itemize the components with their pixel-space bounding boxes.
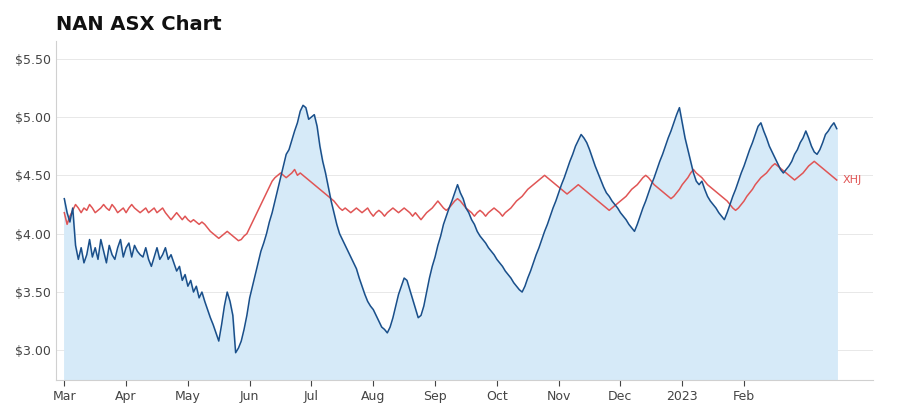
Text: NAN ASX Chart: NAN ASX Chart (56, 15, 221, 34)
Text: XHJ: XHJ (843, 175, 862, 185)
